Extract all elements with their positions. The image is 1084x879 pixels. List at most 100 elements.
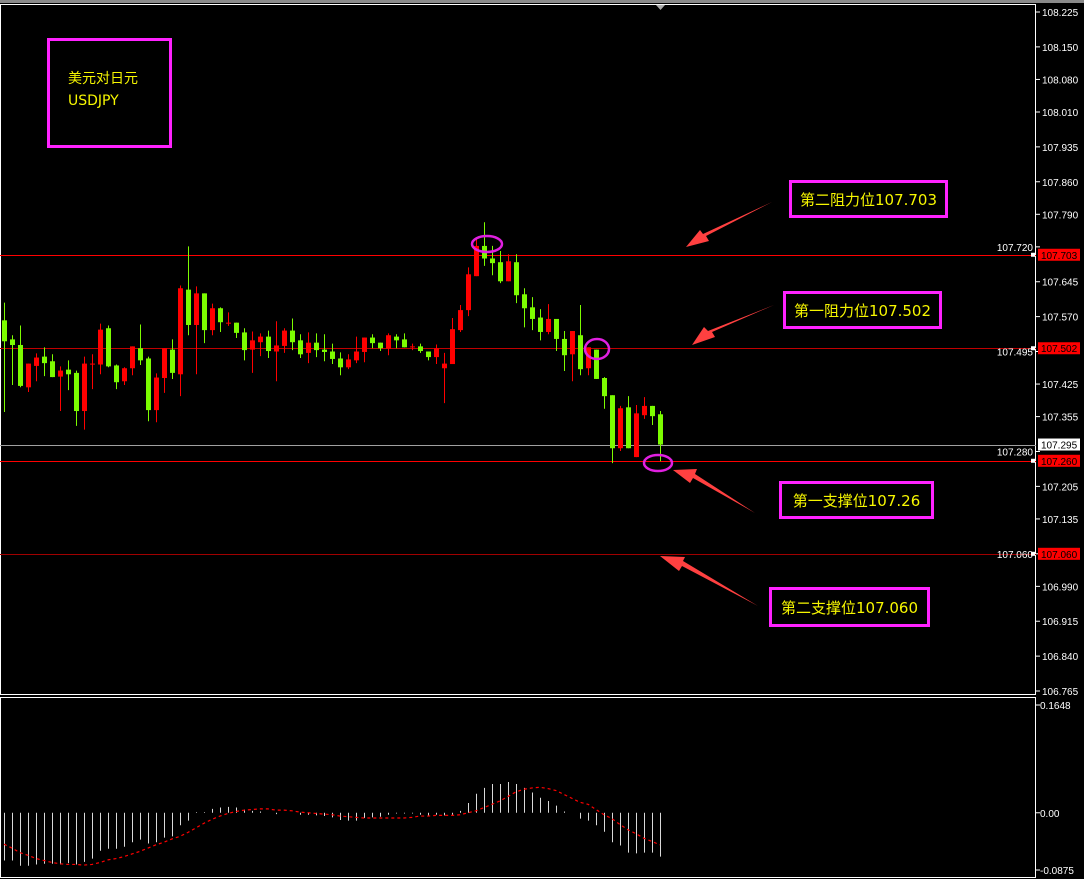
candle-body (530, 307, 535, 319)
candle-body (330, 351, 335, 359)
candle-body (66, 369, 71, 375)
candle-body (290, 330, 295, 343)
candle-body (162, 348, 167, 379)
candle-body (306, 342, 311, 353)
top-bar (0, 0, 1084, 3)
candle-body (266, 336, 271, 352)
candle-body (522, 294, 527, 309)
candle (562, 331, 567, 372)
candle-body (498, 262, 503, 282)
shift-marker-icon[interactable] (656, 5, 665, 10)
candle (354, 336, 359, 364)
price-tick-label: 108.010 (1042, 108, 1079, 119)
symbol-name-cn: 美元对日元 (68, 71, 138, 87)
candle-body (466, 274, 471, 311)
candle-body (210, 308, 215, 331)
candle (322, 334, 327, 362)
candle (162, 348, 167, 393)
candle-body (410, 346, 415, 348)
highlight-circles (470, 234, 674, 473)
candle (418, 343, 423, 353)
candle (266, 330, 271, 359)
candle (314, 333, 319, 358)
candle-body (626, 407, 631, 449)
candle (298, 334, 303, 359)
arrow-icon (686, 202, 772, 247)
candle-body (10, 339, 15, 345)
price-tick-label: 107.205 (1042, 482, 1079, 493)
candle (106, 325, 111, 368)
candle-body (602, 378, 607, 397)
candle (458, 304, 463, 332)
candle-body (490, 258, 495, 264)
candle-body (514, 262, 519, 296)
candle-body (274, 345, 279, 352)
candle-body (42, 356, 47, 364)
candle (210, 303, 215, 336)
candle (306, 332, 311, 364)
candle-body (370, 337, 375, 344)
candle (554, 318, 559, 352)
candle (66, 360, 71, 391)
candle-body (586, 347, 591, 369)
candle (282, 328, 287, 353)
candle (2, 302, 7, 412)
candle (226, 312, 231, 326)
candle (90, 354, 95, 390)
candle-body (130, 346, 135, 369)
candle (98, 323, 103, 375)
candle-body (402, 339, 407, 348)
candle (178, 285, 183, 397)
price-tick-label: 107.570 (1042, 313, 1079, 324)
candle-body (322, 349, 327, 352)
candle (130, 346, 135, 376)
candle (146, 356, 151, 422)
break-circle (583, 337, 611, 361)
candle (650, 405, 655, 425)
price-tick-label: 107.645 (1042, 278, 1079, 289)
candle (450, 318, 455, 365)
price-tick-label: 108.150 (1042, 43, 1079, 54)
candle (258, 333, 263, 357)
price-tag (1038, 547, 1080, 560)
price-tick-label: 107.860 (1042, 178, 1079, 189)
candle (34, 353, 39, 382)
candle-body (146, 358, 151, 411)
candle-body (258, 336, 263, 343)
price-tick-label: 107.425 (1042, 380, 1079, 391)
macd-tick-label: 0.00 (1040, 809, 1060, 820)
price-tag-label: 107.060 (1041, 550, 1078, 561)
macd-indicator (3, 782, 661, 866)
candle-body (570, 331, 575, 355)
candle (530, 297, 535, 331)
candle-body (642, 405, 647, 416)
candle (538, 309, 543, 341)
candle-body (562, 338, 567, 356)
candle-body (106, 328, 111, 367)
candle-body (434, 348, 439, 358)
price-tick-label: 106.765 (1042, 687, 1079, 698)
candle (658, 411, 663, 462)
candle (466, 267, 471, 317)
candle (378, 342, 383, 352)
candle-body (354, 351, 359, 361)
price-tag (1038, 342, 1080, 355)
candle (482, 222, 487, 266)
candle-body (218, 308, 223, 323)
candle (434, 344, 439, 365)
price-tick-label: 106.840 (1042, 652, 1079, 663)
candle (234, 322, 239, 339)
price-tick-label: 106.990 (1042, 582, 1079, 593)
candle (338, 352, 343, 376)
candle-body (610, 395, 615, 449)
candle (330, 343, 335, 365)
candle (410, 343, 415, 351)
price-tag (1038, 454, 1080, 467)
candle (570, 331, 575, 382)
candle (74, 370, 79, 426)
price-tag (1038, 248, 1080, 261)
candle-body (202, 293, 207, 331)
price-tick-label: 107.790 (1042, 210, 1079, 221)
candle-body (242, 332, 247, 351)
